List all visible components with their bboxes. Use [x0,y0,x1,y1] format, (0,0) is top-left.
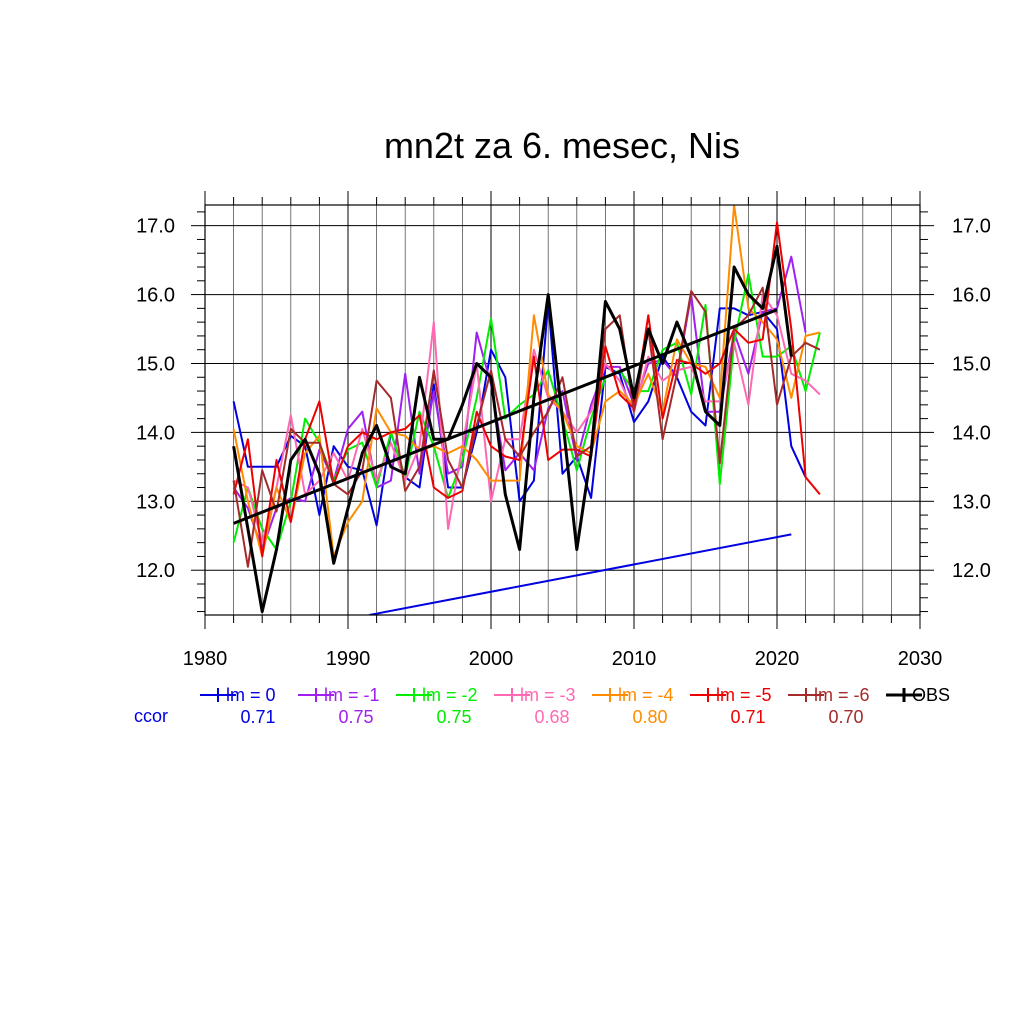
legend-label: lm = -5 [716,685,772,705]
y-tick-label-right: 13.0 [952,491,991,513]
legend-label: lm = -4 [618,685,674,705]
legend-label: OBS [912,685,950,705]
x-tick-label: 2030 [898,648,943,670]
ccor-value: 0.71 [240,707,275,727]
y-tick-label-left: 13.0 [136,491,175,513]
series-line-6 [232,286,821,568]
trend-line-1 [369,533,792,615]
y-tick-label-right: 16.0 [952,285,991,307]
legend-label: lm = -2 [422,685,478,705]
x-tick-label: 2020 [755,648,800,670]
trend-line-0 [233,308,778,525]
series-line-7 [232,244,793,614]
ccor-value: 0.75 [338,707,373,727]
x-tick-label: 1990 [326,648,371,670]
y-tick-label-left: 15.0 [136,353,175,375]
ccor-value: 0.75 [436,707,471,727]
axes: 1980 1990 2000 2010 2020 2030 12.0 12.0 13.0 13.0… [136,191,991,670]
plot-frame [204,204,921,616]
y-tick-label-right: 12.0 [952,560,991,582]
x-tick-label: 2000 [469,648,514,670]
ccor-value: 0.70 [828,707,863,727]
legend-label: lm = 0 [226,685,276,705]
plot-border [204,204,921,616]
series-line-4 [232,205,821,558]
legend-label: lm = -6 [814,685,870,705]
ccor-value: 0.71 [730,707,765,727]
y-tick-label-left: 14.0 [136,422,175,444]
y-tick-label-left: 12.0 [136,560,175,582]
ccor-label: ccor [134,706,168,726]
ccor-value: 0.80 [632,707,667,727]
y-tick-label-right: 14.0 [952,422,991,444]
chart-title: mn2t za 6. mesec, Nis [384,125,740,166]
y-tick-label-right: 15.0 [952,353,991,375]
x-tick-label: 1980 [183,648,228,670]
chart-marks [232,205,821,615]
y-tick-label-left: 17.0 [136,216,175,238]
legend-label: lm = -1 [324,685,380,705]
ccor-value: 0.68 [534,707,569,727]
x-tick-label: 2010 [612,648,657,670]
y-tick-label-left: 16.0 [136,285,175,307]
legend-label: lm = -3 [520,685,576,705]
y-tick-label-right: 17.0 [952,216,991,238]
